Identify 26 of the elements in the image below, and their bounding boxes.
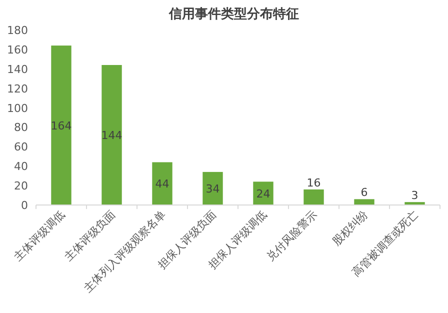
- y-tick-label: 180: [7, 24, 28, 37]
- bar: [202, 172, 223, 205]
- bar: [304, 189, 324, 205]
- data-label: 144: [101, 129, 122, 142]
- y-tick-label: 140: [7, 62, 28, 76]
- chart-title: 信用事件类型分布特征: [168, 7, 299, 22]
- y-tick-label: 160: [7, 43, 28, 56]
- data-label: 34: [206, 182, 220, 196]
- x-tick-label: 股权纠纷: [330, 208, 370, 248]
- bar: [354, 199, 374, 205]
- y-tick-label: 60: [14, 140, 28, 154]
- y-tick-label: 40: [14, 160, 28, 174]
- y-tick-label: 120: [7, 82, 28, 96]
- data-label: 6: [360, 186, 368, 200]
- y-tick-label: 80: [14, 121, 28, 134]
- data-label: 24: [256, 187, 270, 200]
- bar: [152, 162, 172, 205]
- data-label: 16: [306, 176, 321, 190]
- bar: [51, 46, 72, 205]
- data-label: 44: [155, 178, 170, 191]
- data-label: 164: [50, 119, 72, 132]
- y-tick-label: 20: [14, 180, 28, 193]
- data-label: 3: [411, 189, 418, 202]
- bar: [102, 65, 122, 205]
- y-tick-label: 100: [7, 102, 28, 115]
- y-tick-label: 0: [21, 199, 28, 212]
